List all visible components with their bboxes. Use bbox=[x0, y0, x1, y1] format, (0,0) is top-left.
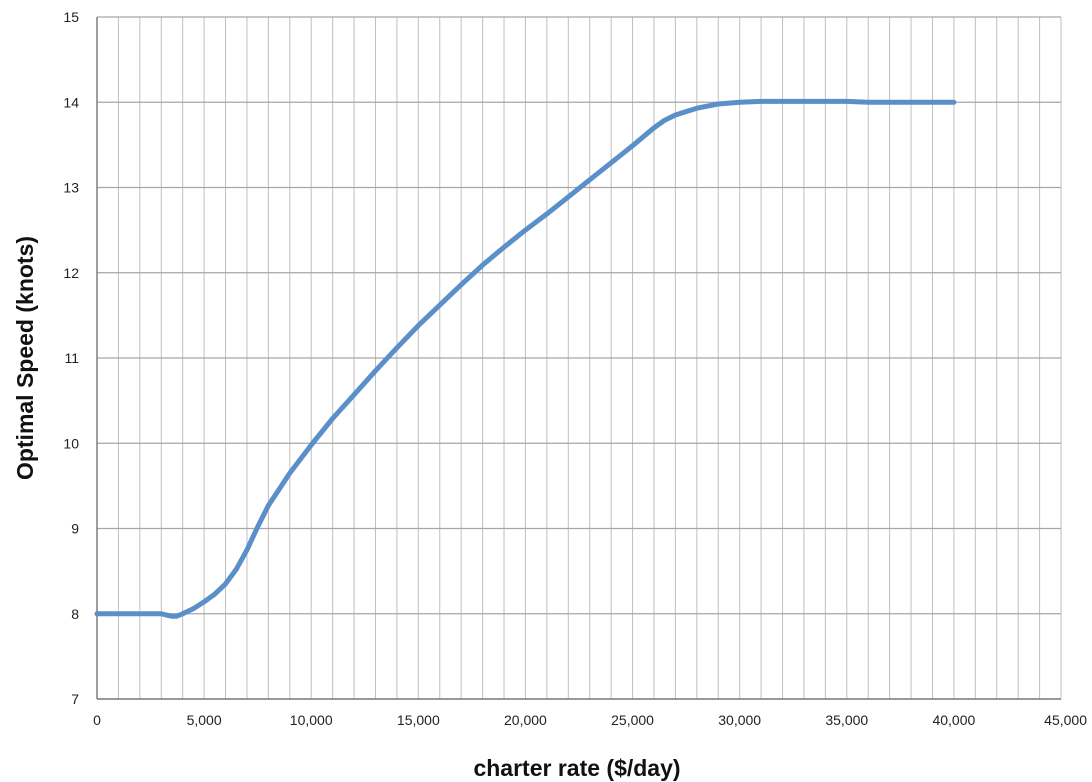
x-tick-label: 0 bbox=[93, 712, 101, 728]
y-tick-label: 14 bbox=[63, 94, 79, 110]
x-tick-label: 40,000 bbox=[932, 712, 975, 728]
y-tick-label: 13 bbox=[63, 180, 79, 196]
x-tick-label: 30,000 bbox=[718, 712, 761, 728]
y-tick-label: 7 bbox=[71, 691, 79, 707]
axes bbox=[96, 17, 1061, 700]
series-line bbox=[94, 98, 957, 619]
x-tick-label: 20,000 bbox=[504, 712, 547, 728]
y-tick-label: 11 bbox=[64, 350, 79, 366]
x-tick-label: 35,000 bbox=[825, 712, 868, 728]
y-axis-title: Optimal Speed (knots) bbox=[12, 236, 38, 480]
x-tick-label: 45,000 bbox=[1044, 712, 1087, 728]
x-axis-title: charter rate ($/day) bbox=[473, 755, 680, 781]
y-tick-label: 12 bbox=[63, 265, 79, 281]
y-tick-label: 9 bbox=[71, 521, 79, 537]
series-layer bbox=[94, 98, 957, 619]
x-tick-label: 15,000 bbox=[397, 712, 440, 728]
x-tick-label: 10,000 bbox=[290, 712, 333, 728]
grid bbox=[96, 16, 1062, 700]
y-tick-label: 15 bbox=[63, 9, 79, 25]
x-tick-label: 5,000 bbox=[187, 712, 222, 728]
tick-labels: 7 8 9 10 11 12 13 14 15 0 5,000 10,000 15,000 20,000 2… bbox=[63, 9, 1087, 728]
x-tick-label: 25,000 bbox=[611, 712, 654, 728]
y-tick-label: 8 bbox=[71, 606, 79, 622]
y-tick-label: 10 bbox=[63, 435, 79, 451]
